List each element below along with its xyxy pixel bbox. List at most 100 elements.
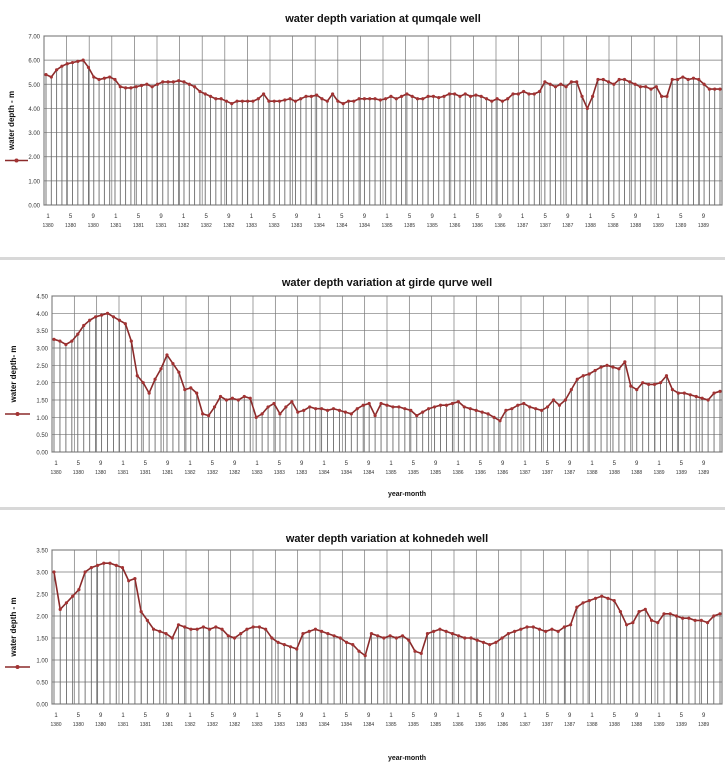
x-tick-month: 5 [479, 713, 483, 719]
data-point [177, 370, 181, 374]
data-point [438, 627, 442, 631]
x-tick-year: 1388 [609, 722, 620, 728]
data-point [189, 386, 193, 390]
data-point [207, 414, 211, 418]
x-tick-year: 1387 [542, 470, 553, 476]
data-point [201, 625, 205, 629]
data-point [474, 408, 478, 412]
data-point [593, 368, 597, 373]
data-point [670, 388, 675, 392]
data-point [135, 374, 139, 378]
x-tick-year: 1382 [223, 223, 234, 229]
data-point [208, 627, 212, 631]
x-tick-month: 9 [702, 713, 706, 719]
data-point [617, 77, 621, 82]
x-tick-year: 1389 [676, 470, 687, 476]
data-point [605, 363, 609, 367]
x-tick-year: 1384 [314, 223, 325, 229]
data-point [498, 419, 502, 423]
y-tick-label: 5.00 [28, 83, 40, 89]
data-point [606, 596, 610, 600]
x-tick-year: 1386 [449, 223, 460, 229]
data-point [399, 94, 404, 98]
x-tick-month: 9 [99, 713, 103, 719]
y-tick-label: 6.00 [28, 59, 40, 65]
data-point [468, 94, 473, 98]
data-point [569, 623, 573, 627]
y-tick-label: 1.50 [36, 637, 48, 643]
x-tick-month: 1 [255, 461, 259, 467]
x-tick-month: 5 [546, 713, 550, 719]
data-point [183, 388, 187, 392]
data-point [569, 388, 573, 392]
x-tick-month: 5 [345, 461, 349, 467]
data-point [214, 97, 218, 101]
data-point [512, 629, 517, 633]
data-point [266, 405, 270, 409]
data-point [58, 339, 62, 343]
data-point [676, 391, 680, 395]
x-tick-year: 1381 [162, 470, 173, 476]
data-point [550, 627, 554, 631]
x-tick-month: 9 [702, 214, 706, 220]
data-point [224, 99, 229, 103]
data-point [694, 394, 698, 399]
x-tick-month: 5 [479, 461, 483, 467]
x-tick-month: 1 [590, 713, 594, 719]
data-point [625, 623, 629, 627]
data-point [649, 618, 654, 622]
data-point [479, 94, 483, 98]
data-point [236, 398, 240, 402]
data-point [129, 339, 133, 343]
data-point [682, 391, 686, 395]
chart-panel-girde-qurve: 0.00 0.50 1.00 1.50 2.00 2.50 3.00 3.50 4.00 4.50… [0, 258, 725, 508]
x-tick-month: 1 [590, 461, 594, 467]
data-point [643, 607, 647, 611]
x-tick-year: 1383 [251, 470, 262, 476]
panel-divider [0, 507, 725, 510]
chart-title: water depth variation at girde qurve wel… [281, 277, 492, 289]
data-point [484, 97, 489, 101]
data-point [319, 407, 324, 411]
x-tick-month: 9 [300, 713, 304, 719]
data-point [415, 414, 419, 418]
data-point [656, 621, 660, 625]
data-point [442, 94, 446, 98]
x-tick-month: 5 [211, 461, 215, 467]
x-tick-year: 1389 [698, 223, 709, 229]
x-tick-month: 1 [456, 713, 460, 719]
data-point [658, 381, 663, 385]
data-point [65, 62, 69, 66]
data-point [307, 629, 311, 633]
data-point [224, 398, 229, 402]
x-tick-month: 9 [166, 713, 170, 719]
data-point [654, 85, 658, 89]
data-point [60, 64, 64, 68]
data-point [438, 403, 443, 407]
x-tick-month: 1 [322, 713, 326, 719]
data-point [500, 99, 505, 103]
data-point [337, 408, 342, 412]
data-point [693, 618, 697, 622]
x-tick-month: 9 [367, 461, 371, 467]
data-point [264, 627, 268, 631]
x-tick-month: 5 [412, 461, 416, 467]
data-point [86, 65, 91, 69]
data-point [367, 401, 371, 406]
y-tick-label: 0.00 [36, 451, 48, 457]
data-point [718, 612, 722, 616]
data-point [363, 654, 367, 658]
data-point [299, 97, 303, 101]
data-point [548, 82, 552, 86]
y-tick-label: 3.50 [36, 329, 48, 335]
x-tick-year: 1383 [246, 223, 257, 229]
data-point [71, 594, 75, 598]
y-tick-label: 1.00 [28, 179, 40, 185]
data-point [468, 407, 472, 411]
data-point [155, 82, 160, 86]
x-tick-month: 1 [385, 214, 389, 220]
data-point [403, 407, 407, 411]
x-tick-year: 1382 [229, 722, 240, 728]
y-axis-label: water depth- m [9, 346, 18, 404]
data-point [593, 596, 598, 600]
